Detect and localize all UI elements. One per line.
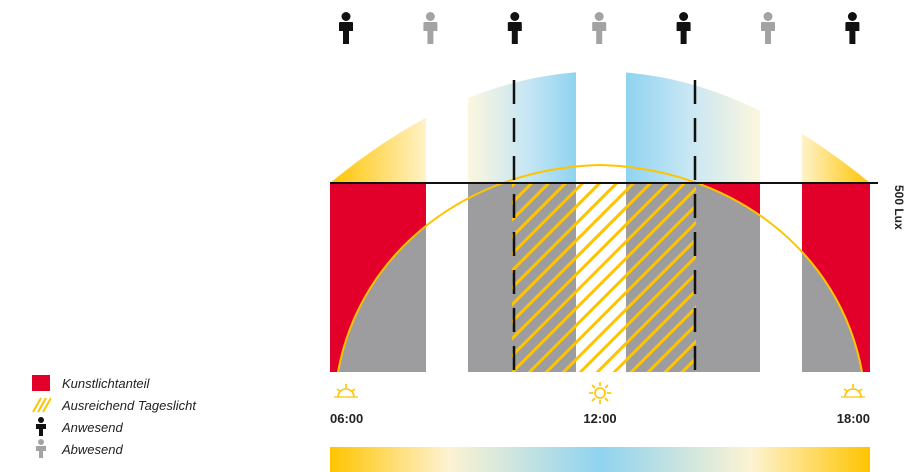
legend-label: Ausreichend Tageslicht <box>62 397 196 413</box>
daylight-curve <box>337 163 863 373</box>
person-present-icon <box>845 12 860 44</box>
legend-item-present: Anwesend <box>30 416 270 438</box>
legend-label: Kunstlichtanteil <box>62 375 150 391</box>
daylight-gradient-bar <box>330 447 870 472</box>
legend-item-artificial-light: Kunstlichtanteil <box>30 372 270 394</box>
sunset-icon <box>841 384 865 398</box>
sun-icon <box>589 382 611 404</box>
yellow-hatch-icon <box>30 395 52 415</box>
person-present-icon <box>30 417 52 437</box>
people-row <box>339 12 860 44</box>
person-absent-icon <box>761 12 775 44</box>
time-label-1200: 12:00 <box>583 411 616 426</box>
red-square-icon <box>30 373 52 393</box>
time-label-1800: 18:00 <box>837 411 870 426</box>
person-present-icon <box>507 12 522 44</box>
legend-item-sufficient-daylight: Ausreichend Tageslicht <box>30 394 270 416</box>
legend: Kunstlichtanteil Ausreichend Tageslicht … <box>30 372 270 460</box>
legend-label: Abwesend <box>62 441 123 457</box>
person-absent-icon <box>592 12 607 44</box>
threshold-label: 500 Lux <box>892 185 906 230</box>
time-label-0600: 06:00 <box>330 411 363 426</box>
person-absent-icon <box>423 12 438 44</box>
legend-item-absent: Abwesend <box>30 438 270 460</box>
daylight-hatch <box>512 183 696 372</box>
sunrise-icon <box>334 384 358 398</box>
time-axis: 06:00 12:00 18:00 <box>330 382 870 426</box>
person-absent-icon <box>30 439 52 459</box>
person-present-icon <box>339 12 353 44</box>
person-present-icon <box>676 12 691 44</box>
legend-label: Anwesend <box>62 419 123 435</box>
